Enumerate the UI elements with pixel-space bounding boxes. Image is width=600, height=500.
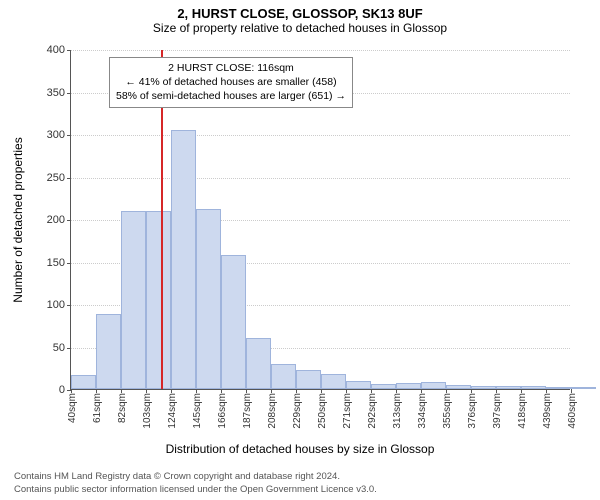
histogram-bar (171, 130, 196, 389)
annotation-line-1: 2 HURST CLOSE: 116sqm (116, 61, 346, 75)
annotation-line-3: 58% of semi-detached houses are larger (… (116, 89, 346, 103)
y-tick-label: 50 (53, 342, 71, 354)
histogram-bar (371, 384, 396, 389)
x-tick-label: 271sqm (342, 389, 353, 429)
annotation-line-2: ← 41% of detached houses are smaller (45… (116, 75, 346, 89)
x-tick-label: 418sqm (517, 389, 528, 429)
footer-line-1: Contains HM Land Registry data © Crown c… (14, 471, 600, 483)
x-tick-label: 166sqm (217, 389, 228, 429)
histogram-bar (121, 211, 146, 390)
histogram-bar (521, 386, 546, 389)
x-axis-label: Distribution of detached houses by size … (0, 442, 600, 456)
x-tick-label: 355sqm (442, 389, 453, 429)
x-tick-label: 145sqm (192, 389, 203, 429)
histogram-bar (471, 386, 496, 389)
x-tick-label: 334sqm (417, 389, 428, 429)
y-tick-label: 100 (47, 299, 71, 311)
x-tick-label: 292sqm (367, 389, 378, 429)
y-tick-label: 300 (47, 129, 71, 141)
histogram-bar (346, 381, 371, 389)
histogram-bar (496, 386, 521, 389)
histogram-bar (446, 385, 471, 389)
y-tick-label: 200 (47, 214, 71, 226)
histogram-bar (246, 338, 271, 389)
histogram-bar (271, 364, 296, 390)
x-tick-label: 82sqm (117, 389, 128, 423)
chart-plot-area: 05010015020025030035040040sqm61sqm82sqm1… (70, 50, 570, 390)
gridline (71, 50, 570, 51)
histogram-bar (71, 375, 96, 389)
histogram-bar (546, 387, 571, 389)
x-tick-label: 208sqm (267, 389, 278, 429)
y-tick-label: 350 (47, 87, 71, 99)
x-tick-label: 313sqm (392, 389, 403, 429)
histogram-bar (96, 314, 121, 389)
footer-line-2: Contains public sector information licen… (14, 484, 600, 496)
x-tick-label: 439sqm (542, 389, 553, 429)
x-tick-label: 229sqm (292, 389, 303, 429)
histogram-bar (321, 374, 346, 389)
x-tick-label: 376sqm (467, 389, 478, 429)
x-tick-label: 103sqm (142, 389, 153, 429)
chart-subtitle: Size of property relative to detached ho… (0, 21, 600, 35)
y-tick-label: 250 (47, 172, 71, 184)
x-tick-label: 460sqm (567, 389, 578, 429)
histogram-bar (571, 387, 596, 389)
gridline (71, 178, 570, 179)
x-tick-label: 187sqm (242, 389, 253, 429)
histogram-bar (296, 370, 321, 389)
x-tick-label: 250sqm (317, 389, 328, 429)
x-tick-label: 124sqm (167, 389, 178, 429)
x-tick-label: 397sqm (492, 389, 503, 429)
histogram-bar (396, 383, 421, 389)
footer-attribution: Contains HM Land Registry data © Crown c… (0, 471, 600, 496)
annotation-box: 2 HURST CLOSE: 116sqm← 41% of detached h… (109, 57, 353, 108)
histogram-bar (421, 382, 446, 389)
y-axis-label: Number of detached properties (11, 137, 25, 302)
chart-title: 2, HURST CLOSE, GLOSSOP, SK13 8UF (0, 0, 600, 21)
histogram-bar (221, 255, 246, 389)
x-tick-label: 61sqm (92, 389, 103, 423)
gridline (71, 135, 570, 136)
histogram-bar (146, 211, 171, 390)
y-tick-label: 400 (47, 44, 71, 56)
histogram-bar (196, 209, 221, 389)
x-tick-label: 40sqm (67, 389, 78, 423)
y-tick-label: 150 (47, 257, 71, 269)
